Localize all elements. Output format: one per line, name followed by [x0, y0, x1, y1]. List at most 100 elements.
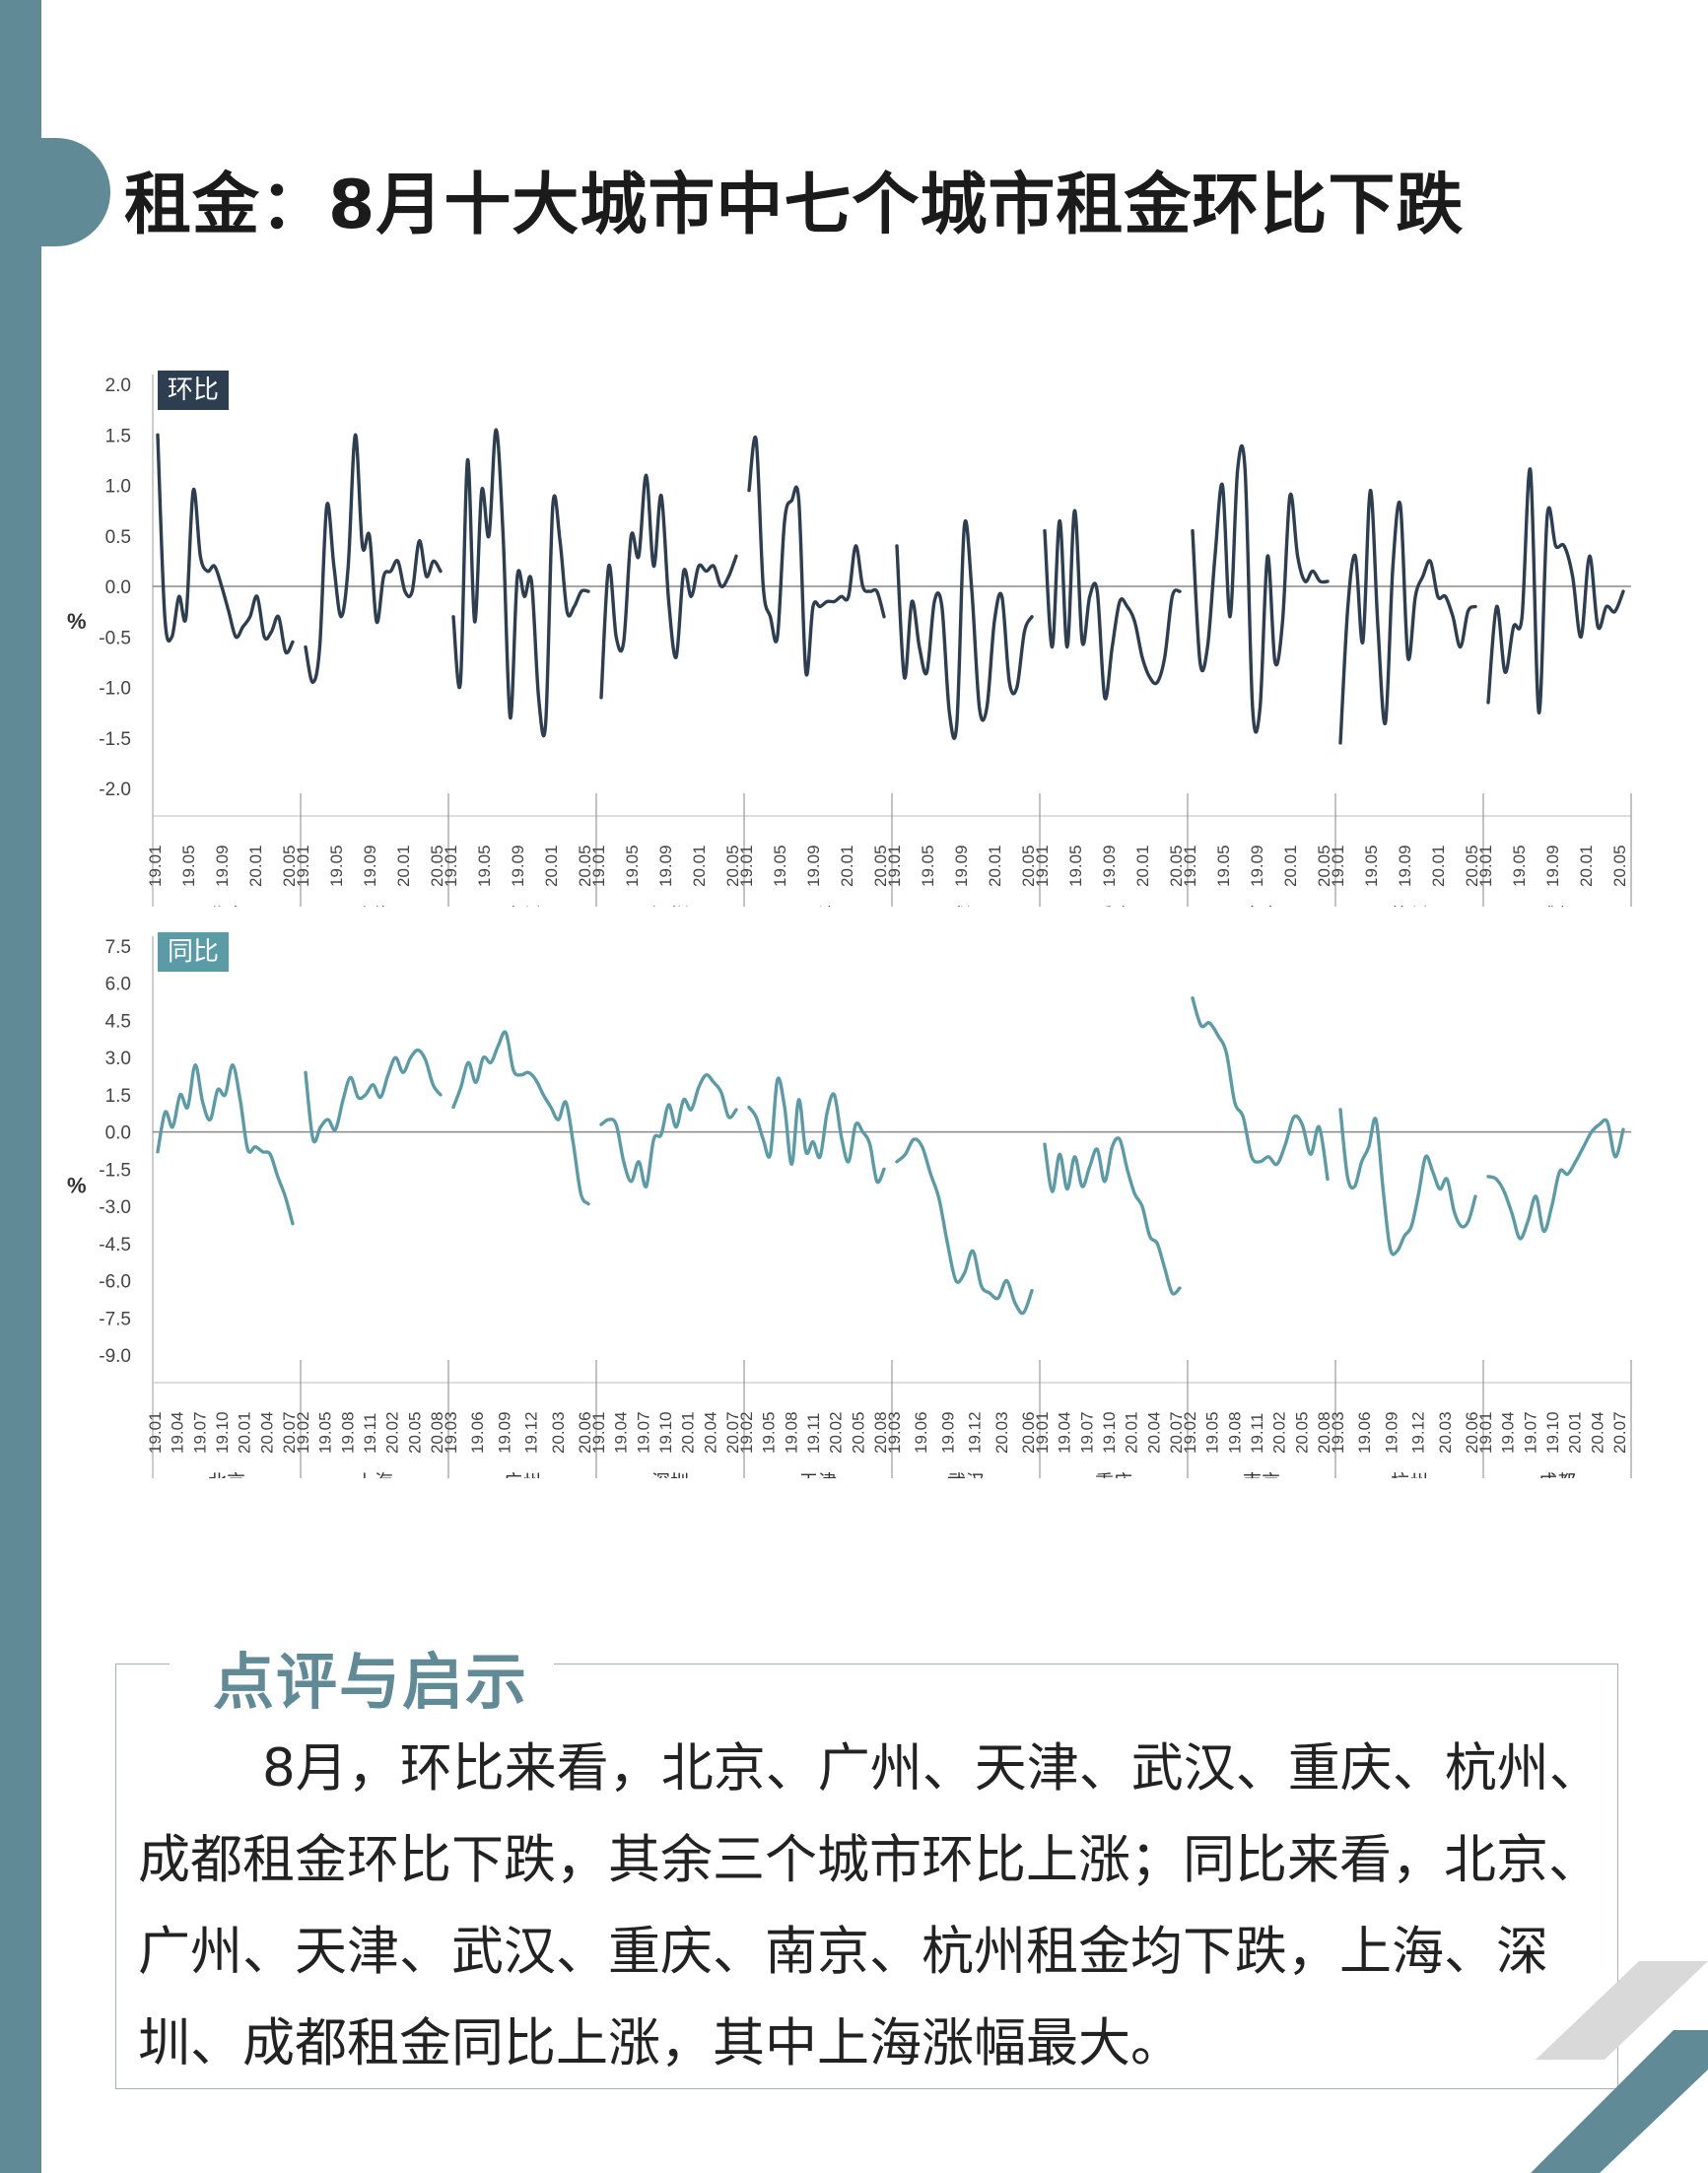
- x-tick-label: 19.08: [1225, 1411, 1244, 1454]
- y-tick-label: -2.0: [99, 780, 131, 800]
- x-tick-label: 19.09: [656, 845, 675, 887]
- x-tick-label: 20.04: [1588, 1411, 1606, 1454]
- x-tick-label: 19.02: [1181, 1411, 1199, 1454]
- x-tick-label: 19.01: [146, 845, 165, 887]
- group-label: 成都: [1538, 1471, 1576, 1478]
- y-tick-label: 1.5: [105, 1086, 131, 1107]
- group-label: 天津: [799, 1471, 837, 1478]
- series-line-7: [1191, 443, 1330, 734]
- group-label: 杭州: [1391, 1471, 1428, 1478]
- group-label: 武汉: [947, 905, 985, 907]
- group-label: 深圳: [651, 905, 689, 907]
- series-line-1: [304, 433, 443, 685]
- left-accent-bar: [0, 0, 41, 2173]
- x-tick-label: 20.05: [1167, 845, 1186, 887]
- group-label: 南京: [1243, 905, 1280, 907]
- x-tick-label: 19.09: [1382, 1411, 1401, 1454]
- x-tick-label: 19.04: [1499, 1411, 1518, 1454]
- x-tick-label: 20.01: [679, 1411, 698, 1454]
- x-tick-label: 19.01: [1033, 1411, 1052, 1454]
- series-line-3: [599, 473, 738, 700]
- x-tick-label: 19.09: [1100, 845, 1119, 887]
- y-tick-label: 6.0: [105, 975, 131, 995]
- y-tick-label: 0.5: [105, 527, 131, 548]
- x-tick-label: 19.09: [1543, 845, 1562, 887]
- group-label: 北京: [208, 1471, 245, 1478]
- series-line-6: [1043, 1136, 1182, 1296]
- group-label: 武汉: [947, 1471, 985, 1478]
- x-tick-label: 19.12: [1409, 1411, 1428, 1454]
- x-tick-label: 20.08: [871, 1411, 890, 1454]
- x-tick-label: 19.05: [623, 845, 642, 887]
- mom-chart: 2.0 1.5 1.0 0.5 0.0 -0.5 -1.0 -1.5 -2.0% 环比 19.01 1…: [67, 371, 1632, 907]
- corner-stripes-decoration: [1531, 1961, 1708, 2173]
- comment-heading: 点评与启示: [170, 1632, 555, 1721]
- x-tick-label: 20.04: [701, 1411, 719, 1454]
- chart-tag: 环比: [158, 371, 229, 410]
- x-tick-label: 19.01: [294, 845, 312, 887]
- y-axis-unit-label: %: [67, 609, 87, 634]
- x-tick-label: 20.01: [690, 845, 709, 887]
- yoy-chart: 7.5 6.0 4.5 3.0 1.5 0.0 -1.5 -3.0 -4.5 -6.0 -7.5 -9…: [67, 932, 1632, 1478]
- x-tick-label: 19.05: [1362, 845, 1381, 887]
- x-tick-label: 19.07: [190, 1411, 209, 1454]
- y-tick-label: -7.5: [99, 1309, 131, 1329]
- group-label: 广州: [504, 1471, 541, 1478]
- x-tick-label: 20.03: [549, 1411, 568, 1454]
- y-tick-label: -1.5: [99, 729, 131, 750]
- series-line-4: [747, 435, 886, 677]
- group-label: 天津: [799, 905, 837, 907]
- x-tick-label: 19.06: [1355, 1411, 1374, 1454]
- series-line-6: [1043, 509, 1182, 701]
- x-tick-label: 20.05: [1463, 845, 1481, 887]
- x-tick-label: 19.12: [522, 1411, 541, 1454]
- x-tick-label: 19.07: [1521, 1411, 1539, 1454]
- group-label: 南京: [1243, 1471, 1280, 1478]
- x-tick-label: 19.12: [966, 1411, 985, 1454]
- x-tick-label: 19.01: [589, 1411, 608, 1454]
- group-label: 重庆: [1095, 1471, 1132, 1478]
- y-tick-label: 4.5: [105, 1011, 131, 1032]
- page-title: 租金：8月十大城市中七个城市租金环比下跌: [124, 167, 1465, 244]
- x-tick-label: 19.09: [952, 845, 971, 887]
- group-label: 杭州: [1391, 905, 1428, 907]
- group-label: 广州: [504, 905, 541, 907]
- x-tick-label: 19.01: [442, 845, 460, 887]
- x-tick-label: 20.01: [838, 845, 856, 887]
- x-tick-label: 19.05: [760, 1411, 779, 1454]
- series-line-5: [895, 519, 1034, 740]
- series-line-2: [451, 428, 590, 738]
- title-tab-decoration: [0, 138, 110, 246]
- x-tick-label: 19.10: [656, 1411, 675, 1454]
- y-tick-label: -4.5: [99, 1235, 131, 1256]
- x-tick-label: 19.03: [442, 1411, 460, 1454]
- series-line-1: [304, 1048, 443, 1144]
- x-tick-label: 20.06: [1019, 1411, 1038, 1454]
- x-tick-label: 19.05: [1510, 845, 1529, 887]
- x-tick-label: 19.01: [737, 845, 756, 887]
- x-tick-label: 20.01: [1281, 845, 1300, 887]
- x-tick-label: 19.05: [1214, 845, 1233, 887]
- x-tick-label: 19.10: [1543, 1411, 1562, 1454]
- chart-tag-label: 环比: [168, 375, 219, 405]
- group-label: 深圳: [651, 1471, 689, 1478]
- x-tick-label: 19.09: [938, 1411, 957, 1454]
- x-tick-label: 19.06: [912, 1411, 930, 1454]
- series-line-8: [1338, 488, 1477, 745]
- x-tick-label: 20.05: [1292, 1411, 1311, 1454]
- series-line-5: [895, 1137, 1034, 1316]
- x-tick-label: 19.05: [316, 1411, 335, 1454]
- y-tick-label: 1.0: [105, 477, 131, 498]
- x-tick-label: 19.09: [213, 845, 232, 887]
- x-tick-label: 20.01: [1429, 845, 1448, 887]
- x-tick-label: 20.05: [723, 845, 742, 887]
- x-tick-label: 20.04: [1144, 1411, 1163, 1454]
- series-line-9: [1486, 1118, 1625, 1241]
- x-tick-label: 20.02: [827, 1411, 846, 1454]
- x-tick-label: 19.05: [771, 845, 789, 887]
- x-tick-label: 20.05: [428, 845, 446, 887]
- x-tick-label: 19.11: [804, 1413, 823, 1454]
- x-tick-label: 19.08: [782, 1411, 800, 1454]
- chart-tag-box: [158, 371, 229, 410]
- x-tick-label: 19.03: [885, 1411, 904, 1454]
